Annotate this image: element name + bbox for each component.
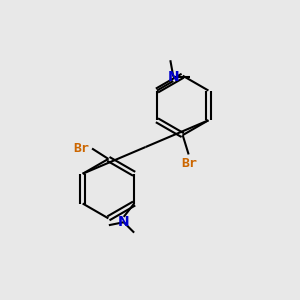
- Text: N: N: [167, 70, 179, 84]
- Text: Br: Br: [181, 158, 197, 170]
- Text: Br: Br: [74, 142, 90, 155]
- Text: N: N: [118, 215, 130, 229]
